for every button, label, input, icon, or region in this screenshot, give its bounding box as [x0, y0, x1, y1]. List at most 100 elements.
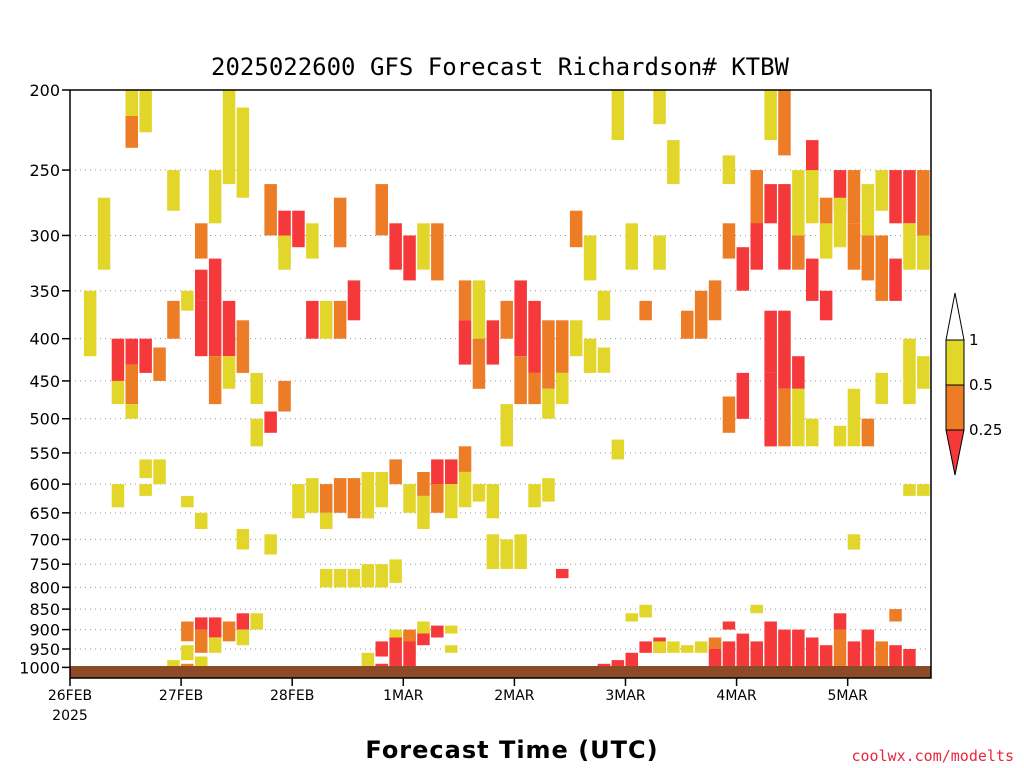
heatmap-cell [375, 641, 388, 657]
heatmap-cell [320, 300, 333, 339]
heatmap-cell [736, 372, 750, 419]
heatmap-cell [195, 617, 208, 630]
heatmap-cell [569, 210, 583, 248]
ground-band [70, 666, 931, 678]
heatmap-cell [764, 621, 777, 678]
heatmap-cell [764, 184, 777, 224]
heatmap-cell [778, 629, 791, 678]
heatmap-cell [625, 223, 638, 270]
heatmap-cell [917, 170, 930, 236]
heatmap-cell [500, 539, 513, 569]
heatmap-cell [694, 641, 708, 653]
heatmap-cell [389, 223, 402, 270]
x-year-label: 2025 [52, 708, 88, 724]
heatmap-cell [472, 484, 486, 502]
legend-swatch-orange [945, 384, 965, 431]
heatmap-cell [875, 372, 888, 405]
heatmap-cell [417, 495, 430, 529]
heatmap-cell [375, 184, 388, 236]
heatmap-cell [111, 484, 125, 508]
credit-link[interactable]: coolwx.com/modelts [851, 747, 1014, 765]
heatmap-cell [306, 478, 319, 513]
y-tick-label: 300 [29, 226, 60, 245]
heatmap-cell [417, 472, 430, 496]
heatmap-cell [111, 338, 125, 381]
heatmap-cell [806, 637, 819, 671]
heatmap-cell [917, 235, 930, 270]
heatmap-cell [431, 459, 444, 485]
legend-swatch-red [945, 429, 965, 476]
heatmap-cell [778, 90, 791, 156]
heatmap-cell [417, 223, 430, 270]
heatmap-cell [347, 478, 361, 519]
heatmap-cell [125, 364, 138, 405]
heatmap-cell [139, 90, 152, 133]
heatmap-cell [195, 269, 208, 301]
heatmap-cell [847, 534, 861, 550]
heatmap-cell [195, 512, 208, 529]
heatmap-cell [181, 290, 194, 311]
heatmap-cell [528, 300, 541, 373]
heatmap-cell [445, 625, 458, 634]
heatmap-cell [222, 90, 236, 185]
heatmap-cell [806, 258, 819, 301]
heatmap-cell [236, 529, 250, 550]
heatmap-cell [597, 347, 611, 373]
heatmap-cell [861, 629, 875, 668]
heatmap-cell [181, 645, 194, 661]
y-tick-label: 650 [29, 504, 60, 523]
heatmap-cell [667, 641, 680, 653]
heatmap-cell [292, 210, 305, 248]
heatmap-cell [847, 223, 861, 270]
heatmap-cell [250, 418, 263, 447]
heatmap-cell [611, 439, 625, 460]
heatmap-cell [792, 629, 805, 668]
heatmap-cell [125, 338, 138, 365]
heatmap-cell [556, 320, 569, 373]
heatmap-cell [861, 235, 875, 281]
heatmap-cell [500, 300, 513, 339]
heatmap-cell [333, 478, 347, 513]
heatmap-cell [722, 396, 736, 433]
heatmap-cell [736, 633, 750, 642]
legend-swatch-yellow [945, 339, 965, 386]
heatmap-cell [722, 223, 736, 259]
y-tick-label: 250 [29, 161, 60, 180]
heatmap-cell [278, 380, 291, 412]
heatmap-cell [514, 534, 527, 569]
heatmap-cell [833, 425, 847, 447]
heatmap-cell [833, 613, 847, 630]
heatmap-cell [903, 223, 916, 270]
heatmap-cell [861, 184, 875, 236]
heatmap-cell [486, 320, 500, 365]
heatmap-cell [222, 356, 236, 389]
heatmap-cell [361, 564, 375, 588]
heatmap-cell [195, 629, 208, 653]
heatmap-cell [222, 621, 236, 642]
heatmap-cell [486, 534, 500, 569]
heatmap-cells [70, 90, 930, 678]
heatmap-cell [847, 170, 861, 224]
y-tick-label: 400 [29, 330, 60, 349]
y-tick-label: 1000 [19, 658, 60, 677]
x-tick-label: 28FEB [270, 688, 314, 704]
heatmap-cell [208, 637, 222, 653]
heatmap-cell [195, 656, 208, 668]
heatmap-cell [236, 320, 250, 373]
heatmap-cell [250, 372, 263, 405]
heatmap-cell [458, 446, 472, 472]
heatmap-cell [431, 625, 444, 638]
x-tick-label: 26FEB [48, 688, 92, 704]
heatmap-cell [278, 235, 291, 270]
heatmap-cell [611, 90, 625, 141]
heatmap-cell [889, 609, 902, 622]
heatmap-cell [556, 372, 569, 405]
heatmap-cell [111, 380, 125, 405]
heatmap-cell [833, 629, 847, 675]
heatmap-cell [667, 140, 680, 185]
color-legend: 1 0.5 0.25 [945, 292, 1002, 476]
x-tick-label: 27FEB [159, 688, 203, 704]
heatmap-cell [528, 484, 541, 508]
heatmap-cell [431, 484, 444, 513]
x-tick-label: 4MAR [716, 688, 757, 704]
